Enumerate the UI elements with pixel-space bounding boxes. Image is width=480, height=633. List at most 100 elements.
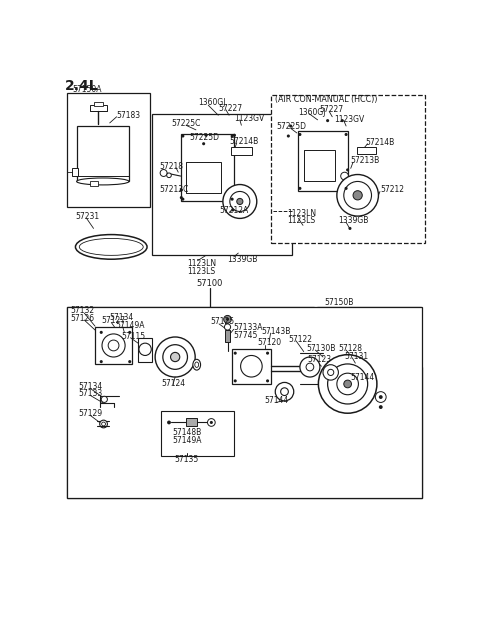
Text: 57130B: 57130B	[306, 344, 336, 353]
Bar	[90, 182, 98, 186]
Circle shape	[225, 324, 230, 330]
Text: 2.4L: 2.4L	[65, 79, 99, 93]
Ellipse shape	[75, 235, 147, 260]
Text: 57120: 57120	[258, 338, 282, 347]
Circle shape	[266, 351, 269, 354]
Circle shape	[155, 337, 195, 377]
Circle shape	[170, 353, 180, 361]
Circle shape	[306, 363, 314, 371]
Text: 57133: 57133	[78, 389, 102, 398]
Circle shape	[299, 133, 301, 136]
Bar	[180, 134, 234, 201]
Circle shape	[341, 119, 344, 122]
Circle shape	[204, 134, 207, 137]
Circle shape	[358, 321, 365, 329]
Text: 57125: 57125	[211, 317, 235, 326]
Bar	[304, 150, 335, 180]
Ellipse shape	[356, 322, 367, 328]
Circle shape	[331, 318, 343, 331]
Text: 57183: 57183	[117, 111, 141, 120]
Circle shape	[101, 396, 108, 403]
Circle shape	[328, 369, 334, 375]
Circle shape	[100, 360, 103, 363]
Text: 57134: 57134	[78, 382, 102, 391]
Ellipse shape	[374, 333, 388, 339]
Circle shape	[207, 418, 215, 426]
Circle shape	[323, 365, 338, 380]
Circle shape	[224, 315, 231, 323]
Bar	[94, 102, 103, 106]
Text: 57745: 57745	[234, 331, 258, 340]
Circle shape	[378, 316, 391, 329]
Text: 57122: 57122	[288, 335, 312, 344]
Text: 57129: 57129	[78, 409, 102, 418]
Ellipse shape	[77, 178, 129, 185]
Bar	[77, 126, 129, 182]
Bar	[323, 313, 381, 356]
Circle shape	[234, 351, 237, 354]
Ellipse shape	[193, 360, 201, 370]
Text: 57150A: 57150A	[72, 85, 101, 94]
Text: 57131: 57131	[345, 352, 369, 361]
Ellipse shape	[195, 362, 199, 367]
Circle shape	[230, 191, 250, 211]
Text: 57214B: 57214B	[230, 137, 259, 146]
Circle shape	[345, 187, 348, 190]
Ellipse shape	[328, 318, 346, 332]
Circle shape	[328, 364, 368, 404]
Circle shape	[346, 168, 349, 172]
Text: 57149A: 57149A	[173, 436, 203, 446]
Circle shape	[379, 395, 383, 399]
Text: 57213C: 57213C	[159, 185, 188, 194]
Text: 57143B: 57143B	[262, 327, 291, 336]
Text: 1339GB: 1339GB	[338, 216, 369, 225]
Text: 57218: 57218	[159, 161, 183, 170]
Text: 57227: 57227	[218, 104, 242, 113]
Circle shape	[348, 227, 351, 230]
Circle shape	[240, 356, 262, 377]
Circle shape	[375, 392, 386, 403]
Circle shape	[318, 354, 377, 413]
Bar	[357, 147, 376, 154]
Circle shape	[382, 320, 387, 325]
Circle shape	[237, 198, 243, 204]
Circle shape	[230, 197, 234, 201]
Circle shape	[102, 422, 106, 426]
Bar	[67, 93, 150, 207]
Circle shape	[202, 142, 205, 145]
Circle shape	[233, 134, 236, 137]
Bar	[230, 147, 252, 154]
Bar	[271, 95, 425, 243]
Text: 1123GV: 1123GV	[335, 115, 365, 123]
Text: 1123LN: 1123LN	[187, 260, 216, 268]
Text: 57225C: 57225C	[171, 119, 201, 128]
Text: 1123LN: 1123LN	[287, 208, 316, 218]
Circle shape	[344, 182, 372, 209]
Text: 57150B: 57150B	[324, 298, 354, 307]
Circle shape	[341, 172, 348, 180]
Circle shape	[266, 379, 269, 382]
Circle shape	[299, 187, 301, 190]
Circle shape	[275, 382, 294, 401]
Circle shape	[108, 340, 119, 351]
Text: 57115: 57115	[121, 332, 145, 341]
Text: 1123LS: 1123LS	[187, 267, 215, 276]
Circle shape	[167, 173, 171, 178]
Text: 57134: 57134	[109, 313, 133, 322]
Circle shape	[160, 170, 167, 177]
Circle shape	[102, 334, 125, 357]
Bar	[161, 411, 234, 456]
Text: 57148B: 57148B	[173, 428, 202, 437]
Circle shape	[230, 134, 234, 137]
Circle shape	[180, 196, 183, 199]
Circle shape	[100, 331, 103, 334]
Text: 57124: 57124	[161, 379, 185, 387]
Circle shape	[163, 345, 188, 369]
Bar	[67, 307, 314, 498]
Circle shape	[226, 318, 229, 321]
Bar	[95, 327, 132, 364]
Text: 57212: 57212	[380, 185, 404, 194]
Text: 57149A: 57149A	[115, 321, 144, 330]
Circle shape	[128, 331, 131, 334]
Circle shape	[353, 191, 362, 200]
